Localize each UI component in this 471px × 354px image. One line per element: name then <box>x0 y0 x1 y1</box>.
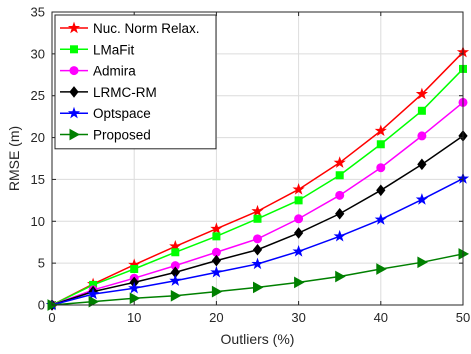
legend-entry: LMaFit <box>60 42 135 57</box>
data-point <box>87 287 100 300</box>
y-tick-label: 25 <box>31 88 45 103</box>
y-tick-label: 5 <box>38 256 45 271</box>
legend-label: Optspace <box>93 106 151 121</box>
x-tick-label: 40 <box>374 310 388 325</box>
legend-entry: Admira <box>60 64 136 79</box>
data-point <box>374 124 387 137</box>
legend-label: Proposed <box>93 128 151 143</box>
data-point <box>210 222 223 235</box>
data-point <box>417 106 426 115</box>
legend: Nuc. Norm Relax. LMaFit Admira LRMC-RM Optsp… <box>54 14 217 150</box>
plot-series <box>45 45 470 311</box>
data-point <box>294 214 304 224</box>
data-point <box>253 234 262 244</box>
data-point <box>292 245 305 257</box>
data-point <box>376 184 386 197</box>
data-point <box>169 274 182 286</box>
y-tick-label: 20 <box>31 130 45 145</box>
legend-marker-swatch <box>70 45 78 54</box>
legend-marker-swatch <box>69 66 79 76</box>
x-tick-label: 30 <box>291 310 305 325</box>
series-proposed <box>47 248 470 311</box>
legend-label: Nuc. Norm Relax. <box>93 21 200 36</box>
data-point <box>417 158 427 171</box>
x-tick-label: 0 <box>48 310 55 325</box>
data-point <box>252 243 263 256</box>
data-point <box>415 193 428 205</box>
y-tick-label: 15 <box>31 172 45 187</box>
data-point <box>130 265 139 274</box>
axis-ticks: 0 10 20 30 40 50 0 5 10 15 20 25 30 35 <box>31 5 471 326</box>
legend-entry: LRMC-RM <box>60 85 157 100</box>
data-point <box>212 232 221 241</box>
plot-area-border <box>51 11 464 306</box>
data-point <box>293 227 304 239</box>
data-point <box>376 163 386 173</box>
data-point <box>129 292 141 305</box>
data-point <box>253 281 264 294</box>
data-point <box>417 256 428 269</box>
y-tick-label: 0 <box>38 298 45 313</box>
legend-marker-swatch <box>69 128 81 141</box>
legend-entry: Proposed <box>60 128 151 143</box>
legend-entry: Nuc. Norm Relax. <box>60 21 200 36</box>
y-tick-label: 10 <box>31 214 45 229</box>
legend-marker-swatch <box>67 21 81 34</box>
data-point <box>251 204 264 217</box>
data-point <box>128 281 141 294</box>
data-point <box>170 289 182 302</box>
data-point <box>333 156 346 168</box>
data-point <box>335 190 345 200</box>
legend-label: LRMC-RM <box>93 85 157 100</box>
data-point <box>253 214 262 223</box>
y-tick-label: 35 <box>31 5 45 20</box>
data-point <box>374 213 387 225</box>
data-point <box>376 263 387 275</box>
data-point <box>335 171 344 180</box>
data-point <box>292 183 305 195</box>
data-point <box>333 229 346 242</box>
data-point <box>294 196 303 205</box>
y-tick-label: 30 <box>31 46 45 61</box>
x-axis-label: Outliers (%) <box>221 331 295 347</box>
data-point <box>210 265 223 278</box>
data-point <box>211 285 223 298</box>
x-tick-label: 50 <box>456 310 470 325</box>
data-point <box>251 257 264 270</box>
data-point <box>417 131 427 141</box>
data-point <box>376 140 385 149</box>
legend-label: Admira <box>93 64 136 79</box>
legend-entry: Optspace <box>60 106 151 121</box>
data-point <box>335 207 345 220</box>
y-axis-label: RMSE (m) <box>6 126 22 191</box>
legend-label: LMaFit <box>93 42 135 57</box>
data-point <box>88 295 100 308</box>
data-point <box>211 254 222 267</box>
data-point <box>415 87 428 100</box>
x-tick-label: 10 <box>127 310 141 325</box>
data-point <box>171 248 180 257</box>
x-tick-label: 20 <box>209 310 223 325</box>
data-point <box>335 270 346 283</box>
data-point <box>294 276 305 289</box>
legend-box <box>54 14 217 150</box>
legend-marker-swatch <box>69 86 79 98</box>
legend-marker-swatch <box>67 106 81 119</box>
